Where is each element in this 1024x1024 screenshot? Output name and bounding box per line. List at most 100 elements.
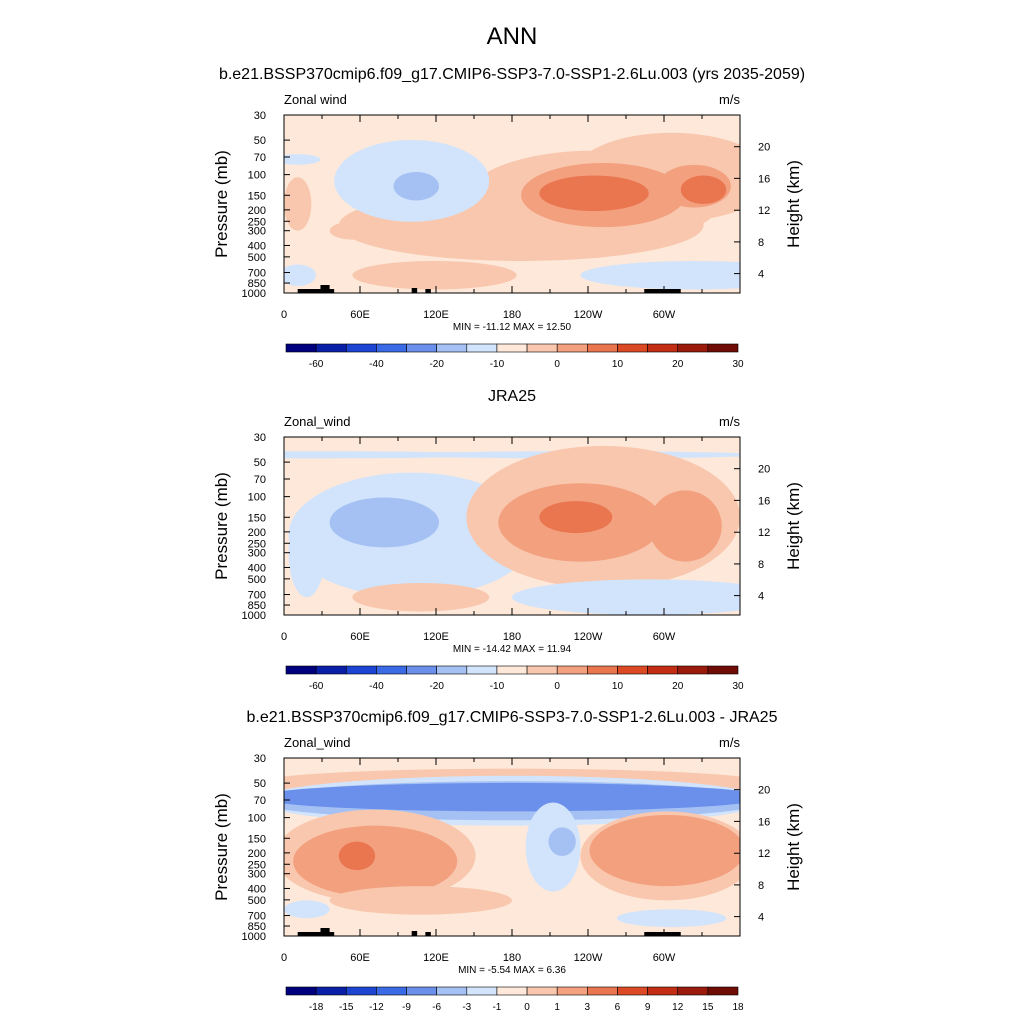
contour-region (288, 508, 326, 598)
colorbar-label: -40 (369, 359, 384, 370)
panel-title: b.e21.BSSP370cmip6.f09_g17.CMIP6-SSP3-7.… (219, 66, 805, 83)
contour-region (352, 582, 490, 612)
colorbar-swatch (436, 986, 468, 996)
y-tick-label: 850 (248, 600, 266, 612)
topography-mask (320, 928, 330, 936)
colorbar-swatch (406, 986, 437, 996)
colorbar-swatch (587, 343, 618, 353)
y-tick-label: 300 (248, 548, 266, 560)
x-tick-label: 120E (423, 631, 449, 643)
y-tick-label: 50 (254, 135, 266, 147)
y-tick-label: 700 (248, 268, 266, 280)
colorbar-label: 15 (702, 1002, 714, 1013)
colorbar: -60 -40 -20 -10 0 10 20 30 (285, 343, 744, 370)
y-tick-label: 1000 (242, 610, 266, 622)
contour-region (393, 171, 440, 201)
colorbar-swatch (406, 343, 437, 353)
panel-variable-label: Zonal wind (284, 92, 347, 107)
height-tick-label: 20 (758, 785, 770, 797)
colorbar-swatch (466, 665, 498, 675)
x-tick-label: 120E (423, 952, 449, 964)
x-tick-label: 120W (574, 631, 603, 643)
colorbar-label: -20 (429, 681, 444, 692)
y-tick-label: 50 (254, 778, 266, 790)
panels: b.e21.BSSP370cmip6.f09_g17.CMIP6-SSP3-7.… (212, 66, 805, 1013)
colorbar-label: -9 (402, 1002, 411, 1013)
panel-variable-label: Zonal_wind (284, 735, 351, 750)
colorbar-swatch (376, 986, 407, 996)
colorbar-swatch (556, 665, 588, 675)
y-tick-label: 200 (248, 527, 266, 539)
y-tick-label: 700 (248, 911, 266, 923)
colorbar-swatch (436, 343, 468, 353)
colorbar-swatch (406, 665, 437, 675)
colorbar-label: -1 (492, 1002, 501, 1013)
x-tick-label: 0 (281, 952, 287, 964)
contour-field (284, 437, 740, 615)
contour-region (284, 900, 330, 919)
colorbar-swatch (587, 986, 618, 996)
height-tick-label: 16 (758, 816, 770, 828)
y-tick-label: 50 (254, 457, 266, 469)
colorbar-swatch (345, 343, 377, 353)
y-tick-label: 400 (248, 562, 266, 574)
colorbar-swatch (677, 343, 709, 353)
colorbar-label: -18 (309, 1002, 324, 1013)
colorbar-swatch (496, 665, 528, 675)
colorbar-swatch (496, 986, 528, 996)
height-tick-label: 8 (758, 880, 764, 892)
colorbar-label: -40 (369, 681, 384, 692)
colorbar-swatch (587, 665, 618, 675)
colorbar-label: 0 (554, 359, 560, 370)
contour-region (284, 177, 312, 231)
colorbar-swatch (526, 665, 558, 675)
height-tick-label: 20 (758, 142, 770, 154)
height-tick-label: 8 (758, 237, 764, 249)
min-max-label: MIN = -14.42 MAX = 11.94 (453, 644, 572, 655)
colorbar: -18 -15 -12 -9 -6 -3 -1 0 1 3 6 9 12 15 18 (285, 986, 744, 1013)
topography-mask (644, 289, 681, 293)
contour-region (648, 490, 722, 562)
contour-region (512, 579, 740, 615)
colorbar-swatch (707, 986, 739, 996)
colorbar-label: 0 (554, 681, 560, 692)
topography-mask (320, 285, 330, 293)
colorbar-label: 1 (554, 1002, 560, 1013)
contour-region (539, 501, 613, 534)
colorbar-swatch (345, 986, 377, 996)
colorbar-label: 3 (585, 1002, 591, 1013)
contour-field (284, 115, 740, 293)
colorbar-swatch (556, 986, 588, 996)
colorbar-label: 0 (524, 1002, 530, 1013)
x-tick-label: 60W (653, 309, 676, 321)
colorbar-swatch (556, 343, 588, 353)
colorbar-label: -10 (490, 681, 505, 692)
contour-region (352, 260, 517, 290)
colorbar-label: 20 (672, 359, 684, 370)
colorbar-swatch (345, 665, 377, 675)
contour-region (338, 841, 376, 871)
y-axis-title: Pressure (mb) (212, 472, 231, 580)
colorbar-label: 12 (672, 1002, 684, 1013)
y-axis-title: Pressure (mb) (212, 150, 231, 258)
colorbar-label: -6 (432, 1002, 441, 1013)
contour-field (284, 758, 740, 936)
height-tick-label: 16 (758, 173, 770, 185)
main-title: ANN (487, 23, 538, 50)
y-tick-label: 850 (248, 278, 266, 290)
height-tick-label: 8 (758, 559, 764, 571)
chart-panel-1: b.e21.BSSP370cmip6.f09_g17.CMIP6-SSP3-7.… (212, 66, 805, 370)
colorbar-label: 20 (672, 681, 684, 692)
contour-region (539, 175, 649, 212)
panel-units-label: m/s (719, 414, 740, 429)
colorbar-label: -12 (369, 1002, 384, 1013)
colorbar-swatch (526, 343, 558, 353)
contour-region (293, 825, 458, 897)
colorbar-swatch (285, 665, 317, 675)
contour-region (329, 886, 512, 915)
height-tick-label: 4 (758, 269, 764, 281)
y-tick-label: 150 (248, 512, 266, 524)
min-max-label: MIN = -5.54 MAX = 6.36 (458, 965, 566, 976)
topography-mask (297, 932, 335, 936)
colorbar-label: -3 (462, 1002, 471, 1013)
